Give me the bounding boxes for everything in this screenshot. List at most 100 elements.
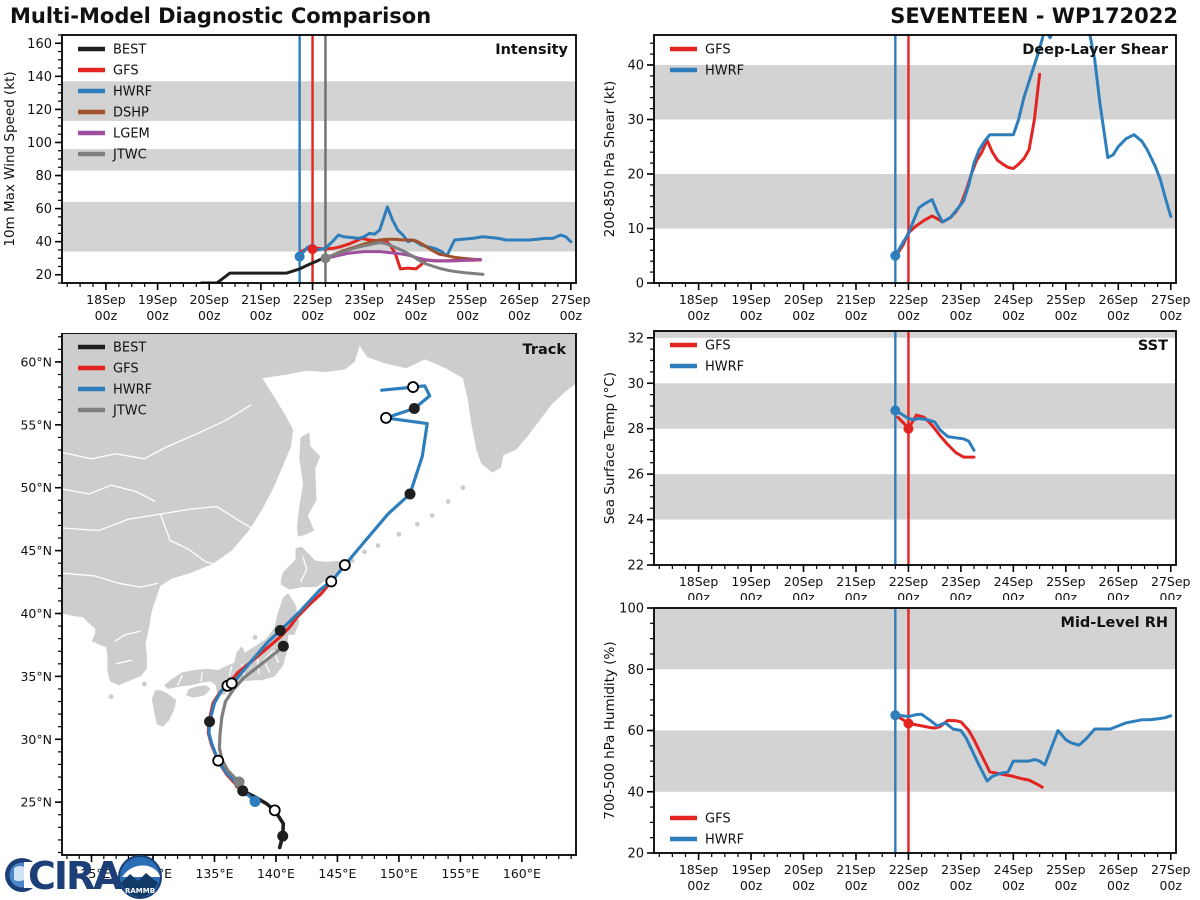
label: 00z xyxy=(687,308,710,323)
jtwc-line xyxy=(324,241,485,276)
track-fix-open xyxy=(212,754,225,767)
label: 20 xyxy=(627,167,644,182)
legend-item-hwrf: HWRF xyxy=(670,64,744,79)
hwrf-init-dot xyxy=(890,710,901,721)
track-fix-open xyxy=(380,412,392,424)
legend-item-gfs: GFS xyxy=(78,64,139,79)
label: 00z xyxy=(508,308,531,323)
label: GFS xyxy=(705,43,731,58)
label: 00z xyxy=(897,878,920,893)
label: 23Sep xyxy=(941,292,981,307)
label: 140°E xyxy=(257,866,295,881)
label: 25Sep xyxy=(1046,574,1086,589)
label: 19Sep xyxy=(731,292,771,307)
label: 00z xyxy=(687,590,710,600)
label: 155°E xyxy=(441,866,479,881)
label: 60 xyxy=(627,724,644,739)
label: 100 xyxy=(27,136,52,151)
label: 25°N xyxy=(20,795,52,810)
label: BEST xyxy=(113,43,146,58)
label: GFS xyxy=(705,339,731,354)
admin-border xyxy=(62,505,255,532)
label: 55°N xyxy=(20,417,52,432)
lgem-line xyxy=(324,250,482,263)
label: HWRF xyxy=(705,64,744,79)
hwrf-line xyxy=(893,409,976,452)
label: 23Sep xyxy=(344,292,384,307)
label: 00z xyxy=(1107,590,1130,600)
hwrf-line xyxy=(893,712,1173,783)
label: 00z xyxy=(740,308,763,323)
legend-item-gfs: GFS xyxy=(78,362,139,377)
admin-border xyxy=(228,666,233,677)
label: Track xyxy=(523,342,567,358)
label: 50°N xyxy=(20,480,52,495)
plot-border xyxy=(653,330,1177,566)
label: 125°E xyxy=(73,866,111,881)
legend-item-lgem: LGEM xyxy=(78,127,150,142)
label: 00z xyxy=(1160,590,1183,600)
label: 25Sep xyxy=(448,292,488,307)
label: 26 xyxy=(627,468,644,483)
label: SST xyxy=(1138,338,1168,354)
jtwc-init-dot xyxy=(320,253,331,264)
label: 23Sep xyxy=(941,862,981,877)
label: 20Sep xyxy=(784,574,824,589)
legend-item-jtwc: JTWC xyxy=(78,404,147,419)
label: 00z xyxy=(1055,590,1078,600)
label: HWRF xyxy=(705,360,744,375)
label: 20 xyxy=(35,268,52,283)
label: 22Sep xyxy=(293,292,333,307)
islet xyxy=(252,634,258,640)
label: 24Sep xyxy=(396,292,436,307)
label: 00z xyxy=(1160,308,1183,323)
label: 120 xyxy=(27,103,52,118)
map-layer xyxy=(62,333,576,850)
plot-border xyxy=(653,34,1177,284)
label: 00z xyxy=(146,308,169,323)
admin-border xyxy=(62,404,252,460)
label: 22Sep xyxy=(889,574,929,589)
label: Sea Surface Temp (°C) xyxy=(602,372,618,524)
admin-border xyxy=(300,556,308,583)
label: 45°N xyxy=(20,543,52,558)
shear-panel: 18Sep00z19Sep00z20Sep00z21Sep00z22Sep00z… xyxy=(602,34,1191,323)
track-fix-open xyxy=(338,559,351,571)
label: 21Sep xyxy=(836,574,876,589)
label: 26Sep xyxy=(1099,574,1139,589)
label: 18Sep xyxy=(86,292,126,307)
label: 18Sep xyxy=(679,862,719,877)
label: 19Sep xyxy=(731,574,771,589)
admin-border xyxy=(262,650,273,673)
label: 145°E xyxy=(318,866,356,881)
admin-border xyxy=(62,484,156,503)
label: 00z xyxy=(897,590,920,600)
track-fix-filled xyxy=(204,716,216,728)
label: 100 xyxy=(619,602,644,617)
label: 19Sep xyxy=(731,862,771,877)
track-map-panel: 125°E130°E135°E140°E145°E150°E155°E160°E… xyxy=(20,333,577,881)
label: 00z xyxy=(845,878,868,893)
plot-border xyxy=(61,333,577,856)
intensity-panel: 18Sep00z19Sep00z20Sep00z21Sep00z22Sep00z… xyxy=(2,34,591,323)
label: 00z xyxy=(405,308,428,323)
label: 30 xyxy=(627,377,644,392)
label: 700-500 hPa Humidity (%) xyxy=(602,641,618,819)
legend-item-jtwc: JTWC xyxy=(78,148,147,163)
track-fix-filled xyxy=(404,488,416,500)
label: 00z xyxy=(950,878,973,893)
admin-border xyxy=(115,659,133,665)
label: 00z xyxy=(456,308,479,323)
label: 22Sep xyxy=(889,292,929,307)
track-fix-filled xyxy=(277,830,289,842)
label: 200-850 hPa Shear (kt) xyxy=(602,81,618,238)
storm-id-title: SEVENTEEN - WP172022 xyxy=(890,4,1178,28)
admin-border xyxy=(159,513,215,566)
label: LGEM xyxy=(113,127,150,142)
track-fix-filled xyxy=(274,624,286,636)
islet xyxy=(362,549,367,555)
label: 150°E xyxy=(380,866,418,881)
hwrf-line xyxy=(893,35,1173,258)
admin-border xyxy=(62,572,159,588)
legend-item-best: BEST xyxy=(78,341,146,356)
